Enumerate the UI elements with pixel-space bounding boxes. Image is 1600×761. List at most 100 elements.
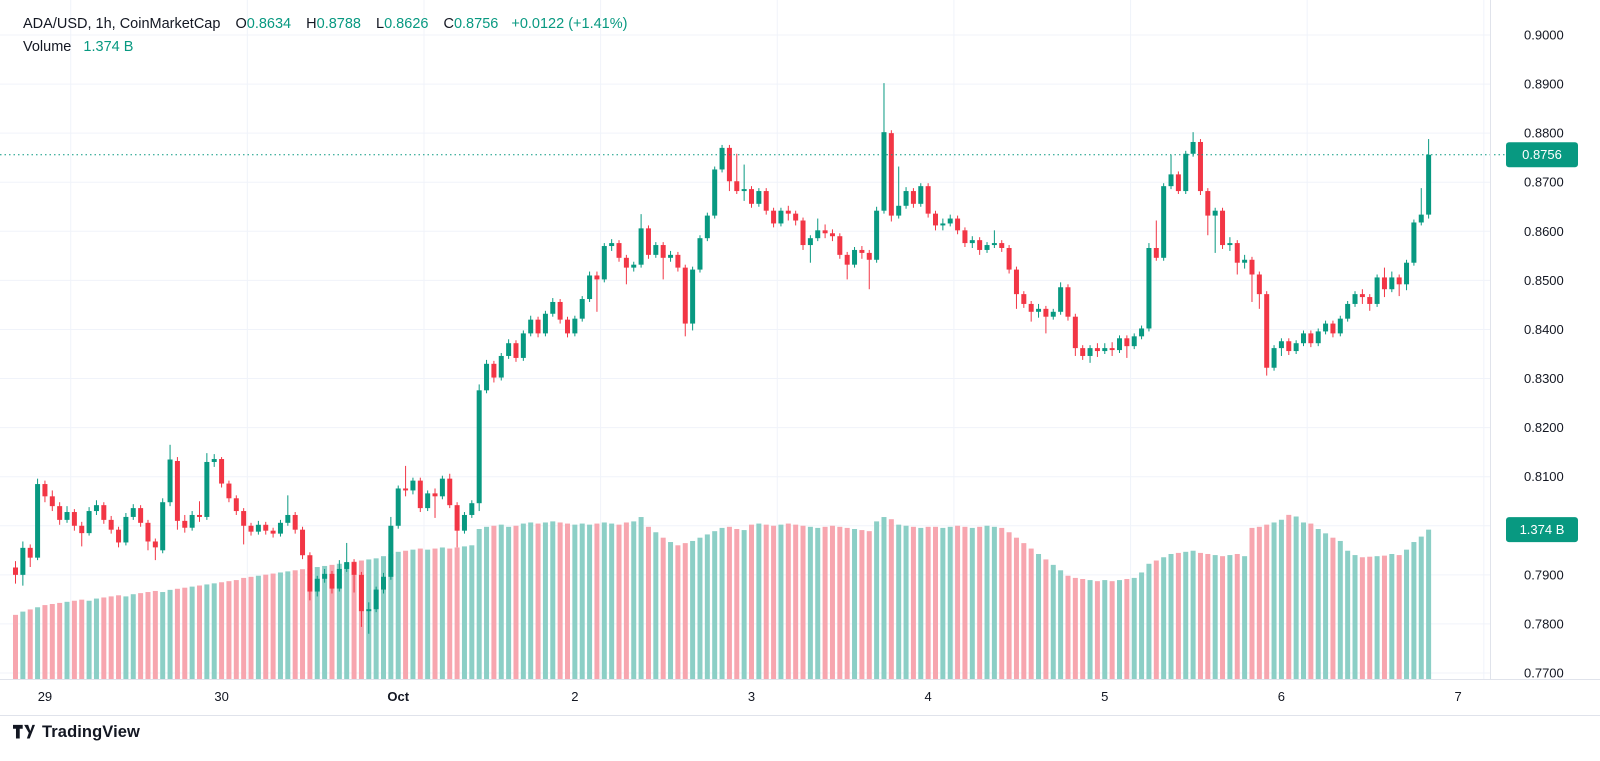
volume-bar: [1352, 555, 1358, 679]
candle-body: [807, 238, 813, 246]
volume-bar: [859, 530, 865, 679]
volume-bar: [638, 517, 644, 679]
volume-bar: [403, 550, 409, 679]
volume-bar: [572, 524, 578, 679]
candle-body: [1102, 348, 1108, 352]
candle-body: [1278, 341, 1284, 349]
volume-bar: [1050, 564, 1056, 679]
volume-bar: [174, 588, 180, 679]
volume-bar: [668, 542, 674, 679]
candle-body: [432, 493, 438, 497]
candle-body: [1227, 243, 1233, 246]
volume-bar: [1205, 553, 1211, 679]
candle-body: [425, 493, 431, 509]
volume-bar: [1072, 577, 1078, 679]
candle-body: [57, 506, 63, 520]
volume-bar: [1301, 522, 1306, 679]
volume-bar: [1308, 523, 1314, 679]
volume-bar: [1139, 572, 1145, 679]
volume-bar: [1124, 578, 1130, 679]
candle-body: [1175, 174, 1181, 192]
time-axis[interactable]: [0, 679, 1600, 715]
price-tick-label: 0.8100: [1524, 469, 1564, 484]
volume-bar: [1036, 553, 1042, 679]
candle-body: [64, 512, 70, 520]
volume-bar: [145, 592, 151, 679]
candle-body: [565, 319, 570, 334]
candle-body: [116, 529, 122, 543]
candle-body: [1153, 247, 1159, 258]
candle-body: [138, 508, 144, 523]
open-label: O: [235, 16, 247, 32]
volume-bar: [542, 522, 548, 679]
price-tick-label: 0.7700: [1524, 666, 1564, 681]
candle-body: [152, 541, 158, 548]
volume-bar: [1043, 559, 1049, 679]
volume-bar: [1028, 548, 1034, 679]
candle-body: [1234, 243, 1240, 263]
candle-body: [918, 186, 924, 204]
volume-bar: [793, 524, 799, 679]
open-value: 0.8634: [246, 16, 292, 32]
volume-bar: [20, 611, 26, 679]
candle-body: [557, 301, 563, 320]
candle-body: [1183, 153, 1189, 192]
close-label: C: [443, 16, 454, 32]
candle-body: [1131, 336, 1137, 347]
volume-bar: [1271, 522, 1277, 679]
candle-body: [329, 573, 335, 589]
candle-body: [844, 254, 850, 265]
volume-bar: [71, 600, 77, 679]
volume-bar: [565, 523, 570, 679]
volume-bar: [726, 526, 732, 679]
volume-bar: [837, 526, 843, 679]
symbol-legend-row: ADA/USD, 1h, CoinMarketCap O0.8634 H0.87…: [23, 13, 627, 36]
volume-bar: [307, 568, 313, 679]
volume-label: Volume: [23, 39, 72, 55]
candle-body: [1168, 174, 1174, 187]
candle-body: [307, 555, 313, 592]
volume-bar: [940, 527, 946, 679]
volume-bar: [344, 562, 350, 679]
candle-body: [1337, 318, 1343, 334]
volume-bar: [506, 526, 512, 679]
candle-body: [13, 567, 18, 575]
candle-body: [1043, 308, 1049, 317]
candle-body: [86, 511, 92, 534]
candle-body: [1109, 348, 1115, 351]
candle-body: [211, 459, 217, 462]
volume-bar: [896, 524, 902, 679]
candle-body: [778, 210, 784, 224]
candle-body: [476, 390, 482, 504]
candle-body: [947, 218, 953, 224]
price-axis[interactable]: [1490, 0, 1600, 679]
volume-bar: [955, 525, 961, 679]
tradingview-link[interactable]: TradingView: [13, 722, 140, 742]
volume-bar: [771, 525, 777, 679]
volume-bar: [285, 571, 291, 679]
volume-bar: [704, 534, 710, 679]
volume-bar: [1264, 524, 1270, 679]
candle-body: [829, 233, 835, 237]
candle-body: [572, 318, 578, 334]
candle-body: [874, 210, 880, 260]
volume-bar: [1080, 578, 1086, 679]
volume-bar: [1006, 532, 1012, 679]
volume-bar: [623, 522, 629, 679]
candle-body: [815, 230, 821, 239]
volume-bar: [395, 551, 401, 679]
candle-body: [1418, 214, 1424, 223]
candle-body: [277, 522, 283, 534]
candle-body: [704, 215, 710, 239]
candle-body: [881, 132, 887, 211]
volume-badge: [1506, 517, 1578, 543]
candle-body: [793, 213, 799, 221]
volume-bar: [1168, 553, 1174, 679]
volume-bar: [336, 563, 342, 679]
volume-bar: [1131, 577, 1137, 679]
volume-bar: [1102, 580, 1108, 679]
candle-body: [955, 218, 961, 231]
volume-bar: [101, 597, 107, 679]
volume-bar: [852, 528, 858, 679]
